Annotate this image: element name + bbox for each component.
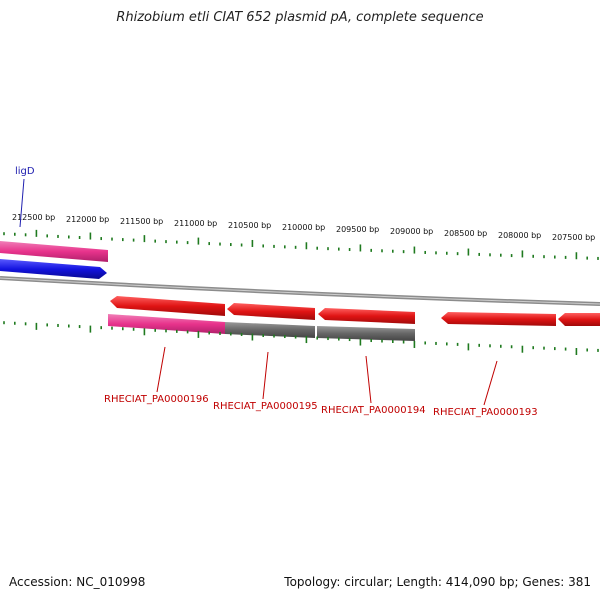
sequence-backbone (0, 276, 600, 306)
gene-label-RHECIAT_PA0000193: RHECIAT_PA0000193 (433, 407, 538, 418)
scale-label: 207500 bp (552, 233, 595, 242)
gene-feature-ligD-category (0, 241, 108, 262)
upper-tick-ring (3, 229, 599, 260)
gene-label-RHECIAT_PA0000196: RHECIAT_PA0000196 (104, 394, 209, 405)
accession-info: Accession: NC_010998 (9, 575, 146, 589)
scale-label: 211000 bp (174, 219, 217, 228)
gene-label-RHECIAT_PA0000194: RHECIAT_PA0000194 (321, 405, 426, 416)
gene-feature-RHECIAT_PA0000193 (441, 312, 556, 326)
gene-feature-next-reverse (558, 313, 600, 326)
topology-info: Topology: circular; Length: 414,090 bp; … (284, 575, 591, 589)
category-bar-194 (317, 326, 415, 341)
leader-line-195 (262, 351, 269, 400)
scale-label: 209500 bp (336, 225, 379, 234)
scale-label: 209000 bp (390, 227, 433, 236)
leader-line-193 (483, 360, 498, 406)
scale-label: 208500 bp (444, 229, 487, 238)
leader-line-196 (156, 346, 166, 393)
scale-label: 212000 bp (66, 215, 109, 224)
map-title: Rhizobium etli CIAT 652 plasmid pA, comp… (116, 10, 484, 25)
gene-feature-RHECIAT_PA0000196 (110, 296, 225, 316)
scale-label: 210000 bp (282, 223, 325, 232)
scale-label: 212500 bp (12, 213, 55, 222)
scale-label: 210500 bp (228, 221, 271, 230)
category-bar-196 (108, 314, 225, 334)
gene-label-ligD: ligD (15, 166, 35, 177)
scale-labels: 212500 bp 212000 bp 211500 bp 211000 bp 2105… (12, 213, 595, 242)
leader-line-ligD (19, 178, 25, 228)
category-bar-195 (225, 322, 315, 338)
gene-feature-RHECIAT_PA0000195 (227, 303, 315, 320)
scale-label: 211500 bp (120, 217, 163, 226)
gene-feature-RHECIAT_PA0000194 (318, 308, 415, 324)
lower-tick-ring (3, 321, 599, 356)
leader-line-194 (365, 355, 372, 404)
gene-label-RHECIAT_PA0000195: RHECIAT_PA0000195 (213, 401, 318, 412)
scale-label: 208000 bp (498, 231, 541, 240)
gene-feature-ligD (0, 259, 107, 279)
